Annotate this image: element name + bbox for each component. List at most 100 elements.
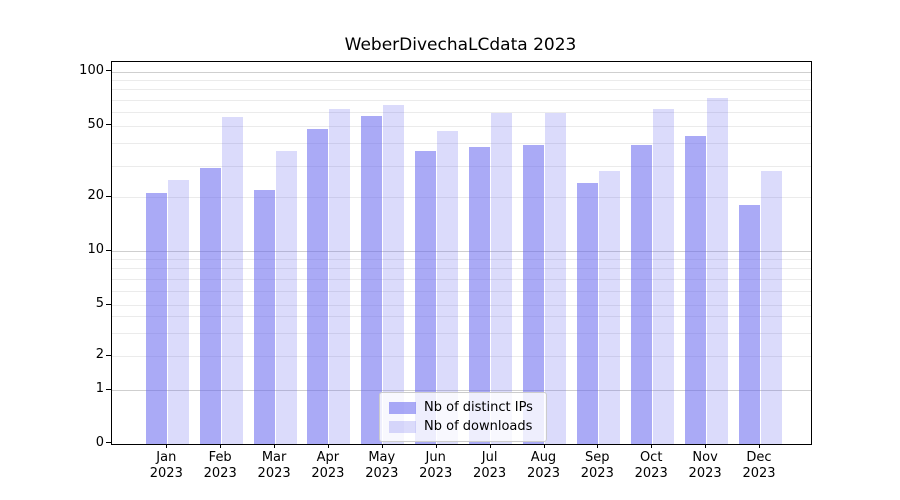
- x-tick-label: Jun 2023: [409, 450, 463, 482]
- x-tick-label: Sep 2023: [570, 450, 624, 482]
- x-tick-label-line: Aug: [530, 450, 557, 465]
- bar-distinct-ips: [307, 128, 329, 444]
- x-tick-label: Apr 2023: [301, 450, 355, 482]
- gridline-minor: [112, 143, 811, 145]
- x-tick-mark: [597, 444, 599, 448]
- x-tick-label-line: Oct: [639, 450, 663, 465]
- x-tick-label-line: 2023: [257, 466, 291, 481]
- gridline-minor: [112, 278, 811, 280]
- x-tick-mark: [489, 444, 491, 448]
- gridline-minor: [112, 332, 811, 334]
- y-tick-label: 5: [95, 296, 104, 311]
- bar-distinct-ips: [415, 151, 437, 444]
- x-tick-label-line: 2023: [473, 466, 507, 481]
- x-tick-label-line: 2023: [419, 466, 453, 481]
- x-tick-label-line: 2023: [149, 466, 183, 481]
- gridline-minor: [112, 316, 811, 318]
- legend-entry-downloads: Nb of downloads: [389, 417, 539, 436]
- plot-area: Nb of distinct IPs Nb of downloads: [111, 61, 812, 445]
- y-tick-mark: [106, 195, 111, 197]
- bar-distinct-ips: [199, 168, 221, 444]
- bar-downloads: [329, 108, 351, 444]
- gridline-minor: [112, 99, 811, 101]
- y-tick-label: 2: [95, 347, 104, 362]
- gridline-minor: [112, 268, 811, 270]
- gridline-major: [112, 390, 811, 392]
- bar-distinct-ips: [576, 182, 598, 444]
- bar-downloads: [545, 112, 566, 444]
- gridline-minor: [112, 89, 811, 91]
- x-tick-label-line: May: [368, 450, 396, 465]
- bar-downloads: [275, 151, 297, 444]
- y-tick-label: 10: [87, 242, 104, 257]
- x-tick-label: Feb 2023: [193, 450, 247, 482]
- x-tick-mark: [166, 444, 168, 448]
- bar-downloads: [598, 170, 620, 444]
- legend: Nb of distinct IPs Nb of downloads: [379, 392, 547, 442]
- y-tick-mark: [106, 354, 111, 356]
- bar-distinct-ips: [630, 145, 652, 444]
- bar-downloads: [706, 98, 728, 444]
- gridline-minor: [112, 356, 811, 357]
- bar-downloads: [221, 116, 243, 444]
- x-tick-label-line: Apr: [316, 450, 340, 465]
- x-tick-label-line: 2023: [742, 466, 776, 481]
- x-tick-label-line: 2023: [526, 466, 561, 481]
- x-tick-label-line: 2023: [365, 466, 399, 481]
- bar-downloads: [491, 112, 513, 444]
- bar-distinct-ips: [738, 205, 760, 444]
- gridline-major: [112, 71, 811, 73]
- y-tick-mark: [106, 388, 111, 390]
- x-tick-label-line: Jan: [156, 450, 177, 465]
- x-tick-mark: [274, 444, 276, 448]
- bar-distinct-ips: [684, 135, 706, 444]
- bar-distinct-ips: [145, 193, 167, 444]
- x-tick-label-line: 2023: [203, 466, 237, 481]
- x-tick-label-line: Mar: [261, 450, 287, 465]
- gridline-minor: [112, 290, 811, 292]
- gridline-minor: [112, 111, 811, 113]
- x-tick-label-line: Jun: [425, 450, 446, 465]
- y-tick-mark: [106, 249, 111, 251]
- x-tick-mark: [651, 444, 653, 448]
- x-tick-label: Dec 2023: [732, 450, 786, 482]
- x-tick-label: Jul 2023: [463, 450, 517, 482]
- x-tick-mark: [543, 444, 545, 448]
- x-tick-mark: [759, 444, 760, 448]
- bar-downloads: [437, 130, 459, 444]
- y-tick-mark: [106, 303, 111, 305]
- y-tick-mark: [106, 70, 111, 72]
- x-tick-label-line: Nov: [692, 450, 718, 465]
- x-tick-label: Mar 2023: [247, 450, 301, 482]
- x-tick-label-line: Dec: [746, 450, 772, 465]
- y-tick-label: 100: [79, 62, 104, 78]
- legend-swatch-downloads: [389, 420, 416, 433]
- gridline-minor: [112, 79, 811, 81]
- y-tick-label: 20: [87, 188, 104, 203]
- gridline-minor: [112, 165, 811, 167]
- bar-downloads: [760, 170, 782, 444]
- x-tick-mark: [435, 444, 437, 448]
- x-tick-label-line: 2023: [688, 466, 722, 481]
- bar-downloads: [652, 108, 674, 444]
- x-tick-label: May 2023: [355, 450, 409, 482]
- y-tick-label: 50: [87, 116, 104, 132]
- x-tick-mark: [381, 444, 383, 448]
- x-tick-mark: [705, 444, 707, 448]
- x-tick-label-line: Feb: [208, 450, 232, 465]
- x-tick-label: Oct 2023: [624, 450, 678, 482]
- x-tick-mark: [220, 444, 222, 448]
- legend-entry-distinct-ips: Nb of distinct IPs: [389, 398, 539, 417]
- y-tick-mark: [106, 124, 111, 126]
- bar-distinct-ips: [361, 115, 383, 444]
- x-tick-label-line: Sep: [585, 450, 610, 465]
- x-tick-mark: [327, 444, 329, 448]
- x-tick-label-line: Jul: [481, 450, 498, 465]
- x-tick-label: Jan 2023: [139, 450, 193, 482]
- gridline-minor: [112, 259, 811, 261]
- bar-downloads: [167, 179, 189, 444]
- gridline-minor: [112, 125, 811, 127]
- y-tick-label: 0: [95, 434, 104, 450]
- x-tick-label-line: 2023: [580, 466, 614, 481]
